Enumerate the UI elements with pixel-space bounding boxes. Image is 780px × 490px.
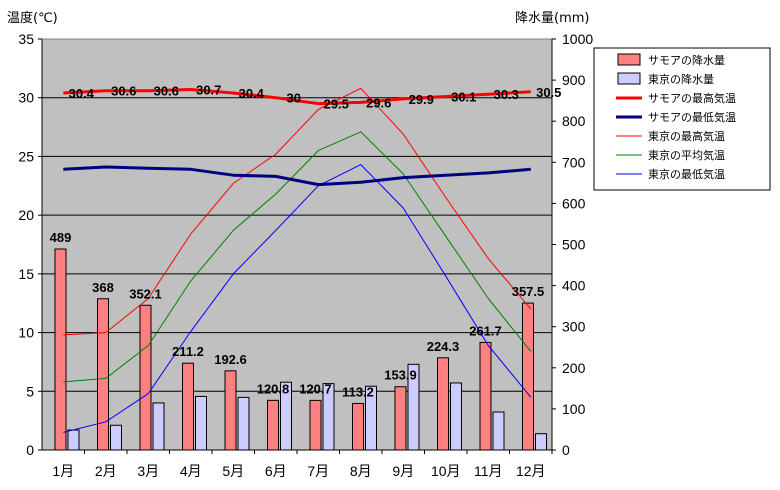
bar-data-label: 153.9 bbox=[384, 368, 417, 383]
line-data-label: 30.6 bbox=[111, 84, 136, 99]
bar-tokyo-precip bbox=[492, 411, 505, 451]
bar-samoa-precip bbox=[309, 399, 322, 451]
bar-tokyo-precip bbox=[322, 383, 335, 451]
bar-tokyo-precip bbox=[152, 402, 165, 451]
x-tick-label: 5月 bbox=[222, 463, 244, 479]
line-tokyo-max bbox=[63, 87, 532, 336]
bar-samoa-precip bbox=[522, 302, 534, 451]
legend-label: 東京の最高気温 bbox=[648, 129, 725, 143]
left-tick-label: 20 bbox=[18, 207, 34, 223]
bar-tokyo-precip bbox=[407, 363, 420, 451]
x-tick-label: 8月 bbox=[350, 463, 372, 479]
legend-box bbox=[593, 47, 771, 191]
left-tick-label: 25 bbox=[18, 148, 34, 164]
line-samoa-min bbox=[63, 165, 531, 187]
line-samoa-max bbox=[63, 88, 531, 106]
legend-label: 東京の最低気温 bbox=[648, 167, 725, 181]
right-tick-label: 800 bbox=[562, 113, 586, 129]
x-tick-label: 12月 bbox=[516, 463, 546, 479]
bar-data-label: 352.1 bbox=[129, 286, 162, 301]
bar-samoa-precip bbox=[182, 362, 194, 451]
line-data-label: 30.6 bbox=[154, 84, 179, 99]
x-tick-label: 11月 bbox=[474, 463, 503, 479]
bar-tokyo-precip bbox=[535, 433, 547, 451]
line-data-label: 29.6 bbox=[366, 95, 391, 110]
x-tick-label: 4月 bbox=[180, 463, 202, 479]
right-tick-label: 400 bbox=[562, 278, 586, 294]
bar-tokyo-precip bbox=[110, 424, 122, 451]
line-data-label: 30.7 bbox=[196, 82, 221, 97]
bar-tokyo-precip bbox=[365, 385, 377, 451]
bar-tokyo-precip bbox=[195, 395, 207, 451]
right-tick-label: 0 bbox=[562, 442, 570, 458]
bar-samoa-precip bbox=[394, 386, 407, 451]
line-tokyo-min bbox=[63, 164, 532, 433]
bar-data-label: 368 bbox=[92, 280, 114, 295]
left-axis-title: 温度(℃) bbox=[7, 10, 58, 26]
bar-samoa-precip bbox=[139, 304, 152, 451]
bar-data-label: 489 bbox=[50, 230, 72, 245]
left-tick-label: 10 bbox=[18, 325, 34, 341]
line-data-label: 30.4 bbox=[69, 86, 95, 101]
x-tick-label: 9月 bbox=[392, 463, 414, 479]
bar-data-label: 113.2 bbox=[342, 384, 374, 399]
legend-swatch bbox=[617, 72, 641, 85]
right-tick-label: 900 bbox=[562, 72, 586, 88]
bar-samoa-precip bbox=[437, 357, 449, 451]
bar-samoa-precip bbox=[352, 402, 364, 451]
legend-label: 東京の降水量 bbox=[648, 72, 714, 86]
bar-data-label: 224.3 bbox=[427, 339, 460, 354]
bar-data-label: 357.5 bbox=[512, 284, 545, 299]
right-tick-label: 300 bbox=[562, 319, 586, 335]
bar-data-label: 120.7 bbox=[299, 381, 332, 396]
bar-tokyo-precip bbox=[450, 382, 462, 451]
right-tick-label: 1000 bbox=[562, 31, 593, 47]
x-tick-label: 2月 bbox=[95, 463, 117, 479]
bar-tokyo-precip bbox=[237, 396, 250, 451]
left-tick-label: 0 bbox=[26, 442, 34, 458]
bar-samoa-precip bbox=[97, 298, 109, 451]
line-data-label: 30.5 bbox=[536, 85, 561, 100]
line-data-label: 30.4 bbox=[239, 86, 265, 101]
bar-data-label: 192.6 bbox=[214, 352, 247, 367]
line-data-label: 30.1 bbox=[451, 90, 476, 105]
bar-samoa-precip bbox=[267, 399, 279, 451]
bar-samoa-precip bbox=[479, 341, 492, 451]
legend-label: サモアの最低気温 bbox=[648, 110, 736, 124]
plot-area bbox=[41, 38, 553, 451]
x-tick-label: 3月 bbox=[137, 463, 159, 479]
line-tokyo-avg bbox=[63, 131, 532, 383]
line-data-label: 30.3 bbox=[494, 87, 519, 102]
legend-label: サモアの最高気温 bbox=[648, 91, 736, 105]
x-tick-label: 1月 bbox=[52, 463, 74, 479]
line-data-label: 29.5 bbox=[324, 97, 349, 112]
bar-data-label: 261.7 bbox=[469, 323, 502, 338]
right-tick-label: 600 bbox=[562, 195, 586, 211]
bar-samoa-precip bbox=[54, 248, 67, 451]
bar-tokyo-precip bbox=[67, 429, 80, 451]
right-tick-label: 100 bbox=[562, 401, 586, 417]
right-tick-label: 500 bbox=[562, 237, 586, 253]
bar-data-label: 211.2 bbox=[172, 344, 204, 359]
right-tick-label: 700 bbox=[562, 154, 586, 170]
bar-tokyo-precip bbox=[280, 381, 292, 451]
legend-label: 東京の平均気温 bbox=[648, 148, 725, 162]
left-tick-label: 35 bbox=[18, 31, 34, 47]
legend-label: サモアの降水量 bbox=[648, 53, 725, 67]
line-data-label: 30 bbox=[287, 91, 301, 106]
left-tick-label: 30 bbox=[18, 90, 34, 106]
x-tick-label: 10月 bbox=[431, 463, 461, 479]
left-tick-label: 5 bbox=[26, 383, 34, 399]
bar-data-label: 120.8 bbox=[257, 381, 290, 396]
x-tick-label: 6月 bbox=[265, 463, 287, 479]
line-data-label: 29.9 bbox=[409, 92, 434, 107]
legend-swatch bbox=[617, 53, 641, 66]
bar-samoa-precip bbox=[224, 370, 237, 451]
right-tick-label: 200 bbox=[562, 360, 586, 376]
x-tick-label: 7月 bbox=[307, 463, 329, 479]
right-axis-title: 降水量(mm) bbox=[515, 11, 589, 26]
left-tick-label: 15 bbox=[18, 266, 34, 282]
